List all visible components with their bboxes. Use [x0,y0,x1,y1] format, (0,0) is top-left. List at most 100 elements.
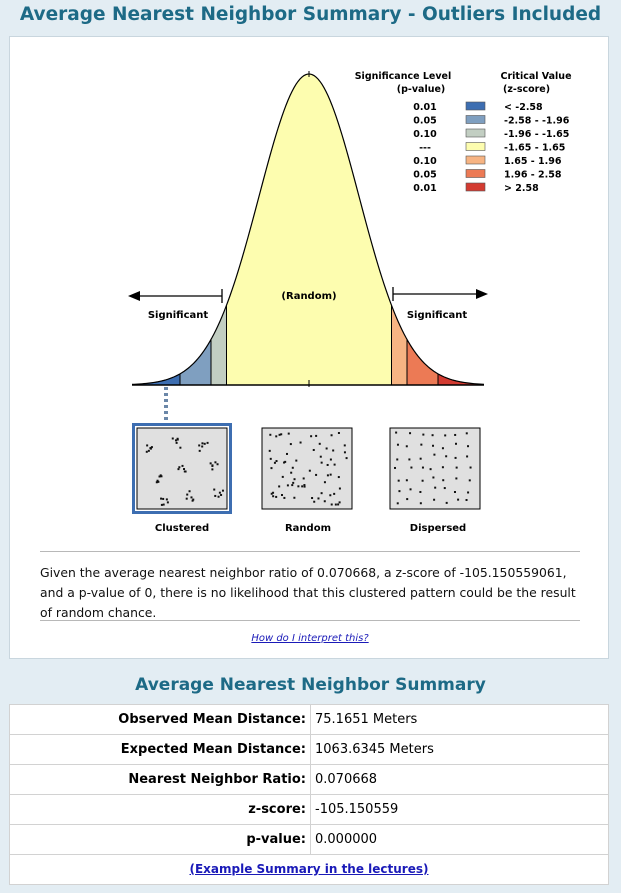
pattern-point [165,498,168,501]
pattern-point [467,445,470,448]
pattern-point [329,458,332,461]
summary-row-label: z-score: [9,794,311,825]
pattern-point [330,503,333,506]
pattern-point [286,484,289,487]
legend-zscore: -1.65 - 1.65 [504,143,565,154]
legend-zscore: 1.96 - 2.58 [504,170,562,181]
pattern-point [220,493,223,496]
pattern-point [289,443,292,446]
summary-row-value: 0.070668 [310,764,609,795]
interpretation-text: Given the average nearest neighbor ratio… [40,565,576,620]
pattern-point [293,496,296,499]
how-to-interpret-link[interactable]: How do I interpret this? [251,633,369,644]
random-pattern-label: Random [285,523,331,534]
pattern-point [302,477,305,480]
pattern-point [337,432,340,435]
pattern-point [445,455,448,458]
pattern-point [157,480,160,483]
pattern-point [317,497,320,500]
pattern-point [312,448,315,451]
pattern-point [160,503,163,506]
pattern-point [150,446,153,449]
pattern-point [394,466,397,469]
dispersed-label: Dispersed [410,523,466,534]
pattern-point [443,487,446,490]
pattern-point [146,444,149,447]
summary-row-label: Expected Mean Distance: [9,734,311,765]
summary-row-label: Observed Mean Distance: [9,704,311,735]
pattern-point [293,478,296,481]
pattern-point [209,462,212,465]
pattern-point [192,498,195,501]
legend-pvalue: 0.05 [413,116,436,127]
pattern-point [183,468,186,471]
summary-footer-row: (Example Summary in the lectures) [9,854,609,885]
pattern-point [429,468,432,471]
pattern-point [409,432,412,435]
pattern-point [272,491,275,494]
legend-swatch [465,155,486,165]
pattern-point [201,442,204,445]
pattern-point [303,485,306,488]
random-pattern-image [261,427,353,510]
legend-swatch [465,101,486,111]
pattern-point [455,442,458,445]
summary-title: Average Nearest Neighbor Summary [135,675,486,695]
pattern-point [186,493,189,496]
pattern-point [283,461,286,464]
pattern-point [275,460,278,463]
pattern-point [191,499,194,502]
pattern-point [303,484,306,487]
legend-sig-header: Significance Level [355,71,452,82]
legend-pvalue: 0.01 [413,102,436,113]
pattern-point [308,469,311,472]
pattern-point [406,498,409,501]
pattern-point [454,456,457,459]
pattern-point [410,466,413,469]
pattern-point [419,457,422,460]
pattern-point [278,485,281,488]
pattern-point [201,445,204,448]
pattern-point [179,446,182,449]
legend-pvalue: 0.10 [413,156,437,167]
pattern-point [318,442,321,445]
legend-zscore: -1.96 - -1.65 [504,129,569,140]
pattern-point [313,500,316,503]
pattern-point [310,435,313,438]
pattern-point [290,471,293,474]
pattern-point [457,498,460,501]
legend-crit-header: Critical Value [500,71,571,82]
pattern-point [330,434,333,437]
summary-row: z-score: -105.150559 [9,794,609,825]
pattern-point [268,449,271,452]
pattern-point [431,434,434,437]
pattern-point [434,486,437,489]
legend-pvalue: --- [419,143,431,154]
random-label: (Random) [281,291,336,302]
legend-pvalue: 0.01 [413,183,436,194]
pattern-point [275,435,278,438]
pattern-point [315,473,318,476]
legend-crit-subheader: (z-score) [503,84,550,95]
summary-row: Observed Mean Distance: 75.1651 Meters [9,704,609,735]
legend-zscore: < -2.58 [504,102,543,113]
pattern-point [178,466,181,469]
pattern-point [217,495,220,498]
summary-row: p-value: 0.000000 [9,824,609,855]
pattern-point [454,433,457,436]
example-summary-link[interactable]: (Example Summary in the lectures) [189,862,429,876]
pattern-point [291,466,294,469]
pattern-point [445,501,448,504]
pattern-point [198,444,201,447]
summary-graphic-panel: (Random) Significant Significant Signifi… [9,36,609,659]
pattern-point [190,496,193,499]
right-arrow-icon [392,287,488,301]
pattern-point [315,434,318,437]
pattern-point [287,432,290,435]
random-points [268,432,348,506]
legend-zscore: -2.58 - -1.96 [504,116,570,127]
pattern-point [291,484,294,487]
pattern-point [185,497,188,500]
pattern-point [155,481,158,484]
legend-sig-subheader: (p-value) [397,84,446,95]
